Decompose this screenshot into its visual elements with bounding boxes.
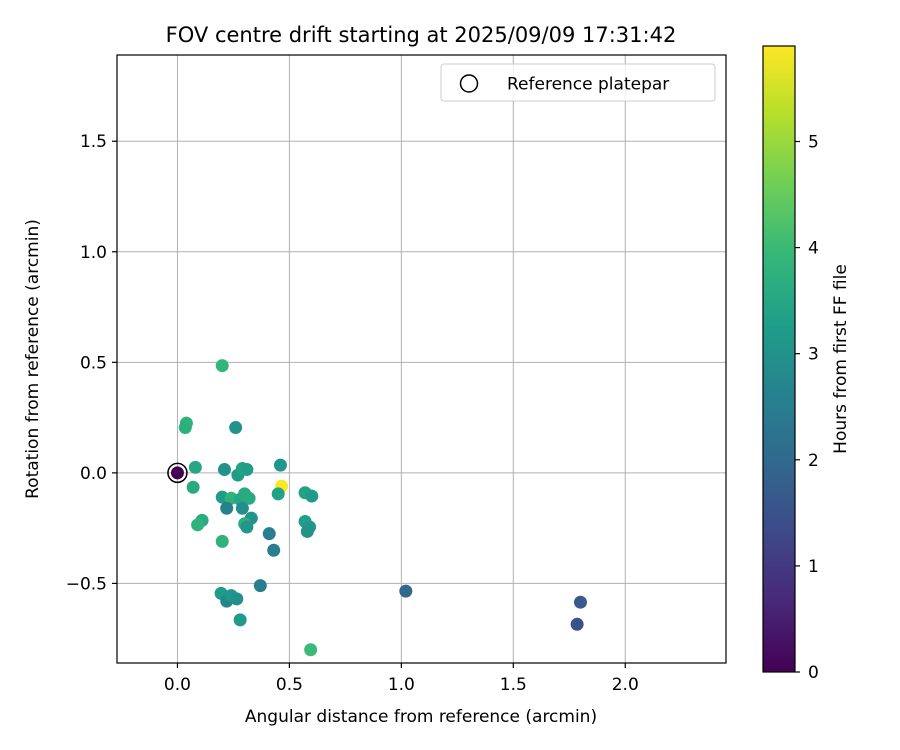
data-point-41 xyxy=(230,592,244,606)
data-point-2 xyxy=(570,617,584,631)
plot-area: 0.0 0.5 1.0 1.5 2.0 −0.5 0.0 0.5 1.0 1.5 xyxy=(66,54,727,695)
colorbar-tick-label-2: 2 xyxy=(808,451,819,471)
x-tick-label-0: 0.0 xyxy=(164,675,191,695)
x-tick-label-2: 1.0 xyxy=(388,675,415,695)
reference-platepar-marker xyxy=(167,462,188,484)
data-point-26 xyxy=(191,518,205,532)
data-point-6 xyxy=(178,421,192,435)
colorbar-tick-label-3: 3 xyxy=(808,345,819,365)
x-tick-label-3: 1.5 xyxy=(500,675,527,695)
data-point-28 xyxy=(240,520,254,534)
data-point-22 xyxy=(220,501,234,515)
data-point-37 xyxy=(253,579,267,593)
colorbar: 0 1 2 3 4 5 xyxy=(762,45,819,683)
data-point-7 xyxy=(229,421,243,435)
data-point-0 xyxy=(170,466,184,480)
data-point-1 xyxy=(399,584,413,598)
colorbar-tick-label-0: 0 xyxy=(808,663,819,683)
data-point-4 xyxy=(215,359,229,373)
y-tick-label-3: 1.0 xyxy=(80,243,107,263)
legend-box xyxy=(440,63,716,102)
plot-frame xyxy=(116,54,727,664)
data-point-29 xyxy=(215,534,229,548)
y-tick-label-1: 0.0 xyxy=(80,464,107,484)
y-tick-label-2: 0.5 xyxy=(80,353,107,373)
legend-entry-reference: Reference platepar xyxy=(507,75,669,95)
data-point-21 xyxy=(242,491,256,505)
chart-title: FOV centre drift starting at 2025/09/09 … xyxy=(166,23,677,47)
data-point-10 xyxy=(217,463,231,477)
data-point-8 xyxy=(188,460,202,474)
data-point-30 xyxy=(262,527,276,541)
legend-reference-marker xyxy=(459,74,479,93)
colorbar-scale xyxy=(762,45,796,673)
data-point-3 xyxy=(573,595,587,609)
data-point-13 xyxy=(240,463,254,477)
data-point-14 xyxy=(273,458,287,472)
data-point-16 xyxy=(271,487,285,501)
data-point-36 xyxy=(300,524,314,538)
x-axis-label: Angular distance from reference (arcmin) xyxy=(245,707,597,727)
y-axis-label: Rotation from reference (arcmin) xyxy=(23,219,43,499)
colorbar-label: Hours from first FF file xyxy=(831,264,851,454)
y-tick-label-4: 1.5 xyxy=(80,132,107,152)
colorbar-tick-label-4: 4 xyxy=(808,239,819,259)
colorbar-tick-label-1: 1 xyxy=(808,557,819,577)
data-point-9 xyxy=(186,480,200,494)
x-tick-label-4: 2.0 xyxy=(612,675,639,695)
data-point-33 xyxy=(305,489,319,503)
colorbar-tick-label-5: 5 xyxy=(808,132,819,152)
data-point-31 xyxy=(267,543,281,557)
data-point-42 xyxy=(233,613,247,627)
data-point-43 xyxy=(304,643,318,657)
data-point-23 xyxy=(235,501,249,515)
legend: Reference platepar xyxy=(440,63,716,102)
y-tick-label-0: −0.5 xyxy=(66,574,107,594)
x-tick-label-1: 0.5 xyxy=(276,675,303,695)
